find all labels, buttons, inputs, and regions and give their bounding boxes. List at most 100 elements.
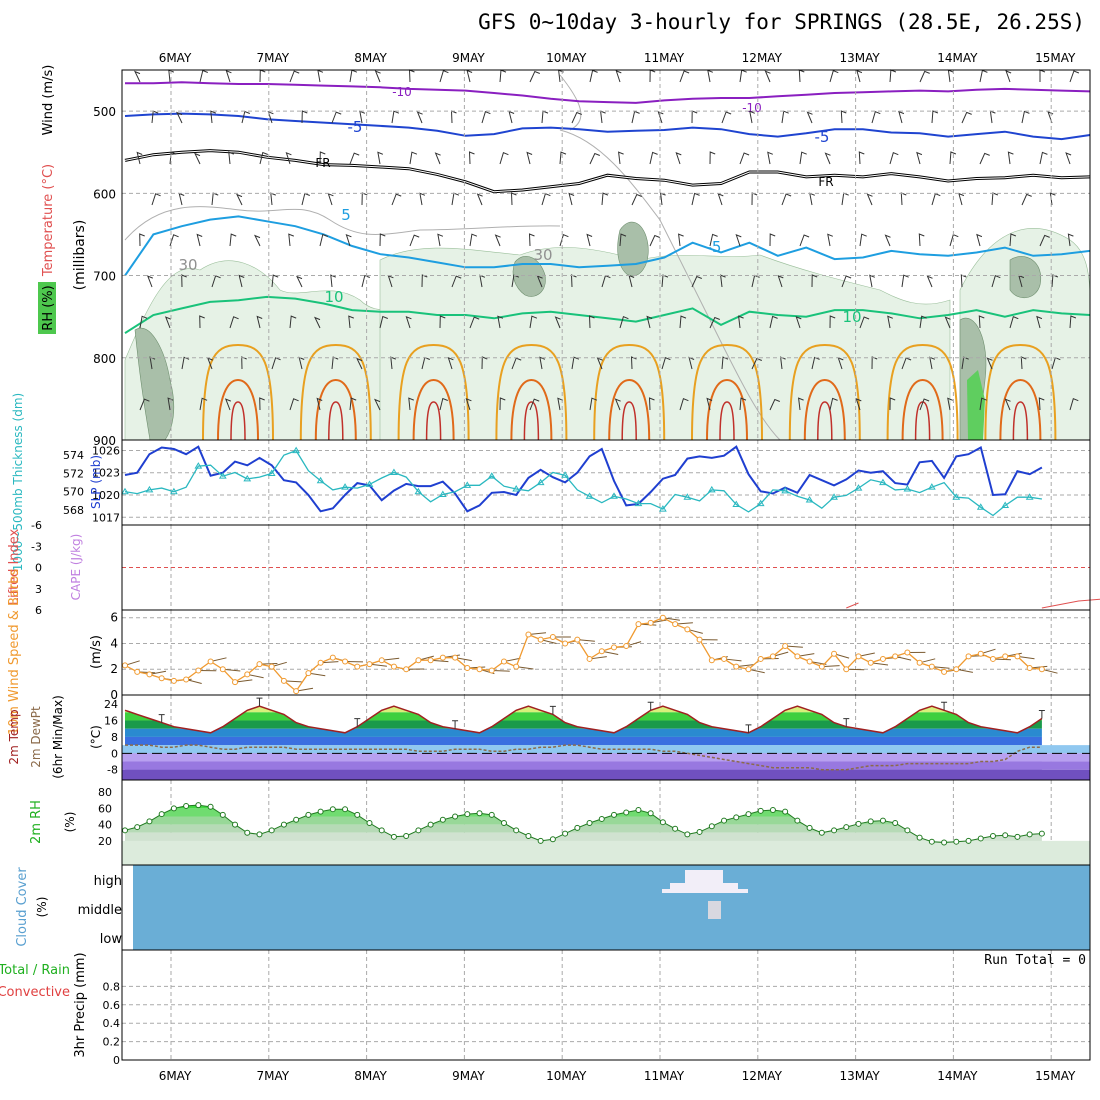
day-label-bottom: 11MAY — [644, 1069, 685, 1083]
wind-barb — [139, 398, 150, 411]
rh-point — [1038, 830, 1045, 837]
isotherm-20 — [608, 378, 651, 441]
wind-barb — [169, 151, 177, 165]
wind-barb — [706, 397, 713, 411]
wind10m-point — [476, 666, 483, 673]
wind-barb — [660, 192, 666, 206]
panel-frame — [121, 949, 1091, 1061]
wind-barb — [379, 315, 388, 329]
wind10m-point — [329, 654, 336, 661]
isotherm-20 — [412, 378, 455, 441]
wind10m-point — [354, 663, 361, 670]
rh-point — [733, 814, 740, 821]
wind-barb — [769, 398, 780, 411]
wind10m-point — [941, 668, 948, 675]
temp-band-low — [122, 761, 1090, 770]
wind-barb — [764, 70, 771, 83]
wind10m-point — [794, 653, 801, 660]
rh-point — [195, 802, 202, 809]
isotherm-15 — [691, 343, 763, 441]
wind-barb — [193, 152, 201, 165]
wind10m-point — [122, 662, 128, 669]
wind-barb — [377, 151, 384, 165]
wind-barb — [1036, 315, 1043, 329]
day-label-top: 11MAY — [644, 51, 685, 65]
rh-point — [183, 802, 190, 809]
wind10m-point — [219, 666, 226, 673]
temp-max-marker — [647, 701, 654, 711]
wind-barb — [151, 193, 161, 206]
rh-point — [366, 820, 373, 826]
wind-barb — [657, 111, 664, 124]
wind10m-point — [452, 654, 459, 661]
ylabel-temp: 2m Temp — [7, 709, 21, 764]
thickness-point — [781, 486, 790, 494]
wind-barb — [316, 397, 323, 411]
thickness-point — [438, 490, 447, 497]
thickness-point — [487, 472, 496, 479]
wind-barb — [926, 275, 933, 288]
wind-barb — [1069, 70, 1080, 83]
wind-barb — [374, 70, 381, 83]
wind-barb — [918, 233, 925, 247]
rh-point — [831, 827, 838, 834]
contour-label: 10 — [324, 288, 343, 306]
wind10m-point — [268, 663, 275, 670]
wind-barb — [979, 397, 987, 411]
day-label-bottom: 13MAY — [839, 1069, 880, 1083]
wind-barb — [919, 70, 930, 83]
wind-barb — [450, 110, 457, 124]
rh-point — [757, 807, 764, 814]
wind-barb — [256, 315, 263, 329]
rh-point — [1026, 831, 1033, 838]
wind-barb — [541, 110, 549, 124]
wind-barb — [434, 152, 441, 165]
isotherm-FR — [124, 149, 1091, 194]
wind-barb — [211, 192, 219, 206]
wind-barb — [709, 316, 720, 329]
wind-barb — [840, 110, 847, 124]
wind-barb — [829, 397, 838, 411]
isotherm-25 — [523, 401, 540, 441]
wind-barb — [949, 234, 959, 247]
wind-barb — [751, 192, 758, 206]
rh-floor — [122, 840, 1090, 865]
rh-point — [476, 810, 483, 817]
isotherm-15 — [593, 343, 666, 441]
wind10m-point — [146, 671, 153, 678]
ylabel-total-rain: Total / Rain — [0, 963, 70, 978]
rh-point — [390, 833, 397, 840]
wind-barb — [1065, 152, 1072, 165]
isotherm-25 — [621, 401, 637, 441]
contour-label: FR — [315, 156, 330, 170]
wind-barb — [437, 233, 444, 247]
cloud-tick: low — [100, 932, 123, 947]
wind10m-point — [1026, 664, 1033, 671]
wind-barb — [889, 152, 899, 165]
wind-barb — [649, 69, 656, 83]
wind-barb — [931, 110, 939, 124]
wind-barb — [571, 111, 582, 124]
temp-max-marker — [941, 701, 948, 711]
thickness-point — [659, 505, 667, 512]
ylabel-rh2m: 2m RH — [29, 800, 44, 844]
precip-tick: 0.6 — [103, 999, 121, 1012]
precip-tick: 0 — [113, 1054, 120, 1067]
wind10m-point — [843, 666, 850, 673]
wind-barb — [271, 357, 281, 370]
wind-barb — [421, 274, 428, 288]
thickness-point — [390, 468, 398, 476]
rh-point — [207, 803, 214, 810]
slp-tick: 1026 — [92, 444, 120, 457]
wind-barb — [781, 110, 789, 124]
wind10m-point — [342, 658, 349, 665]
lifted-index-tick: 0 — [35, 562, 42, 575]
thickness-point — [267, 469, 276, 476]
cloud-background — [133, 865, 1090, 950]
wind10m-point — [977, 650, 984, 657]
wind-barb — [619, 233, 627, 247]
wind-barb — [1021, 193, 1032, 206]
wind-barb — [285, 151, 292, 165]
contour-label: -5 — [707, 238, 722, 256]
wind-barb — [529, 398, 540, 411]
